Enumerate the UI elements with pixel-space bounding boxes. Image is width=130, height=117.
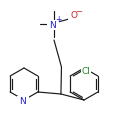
Text: Cl: Cl (82, 66, 90, 75)
Text: N: N (50, 20, 56, 29)
Text: Cl: Cl (82, 66, 90, 75)
Text: +: + (55, 15, 61, 24)
Text: N: N (18, 97, 28, 106)
Text: N: N (20, 97, 26, 106)
Text: N: N (48, 20, 58, 29)
Text: −: − (76, 7, 83, 16)
Text: O: O (69, 11, 79, 20)
Text: O: O (70, 11, 77, 20)
